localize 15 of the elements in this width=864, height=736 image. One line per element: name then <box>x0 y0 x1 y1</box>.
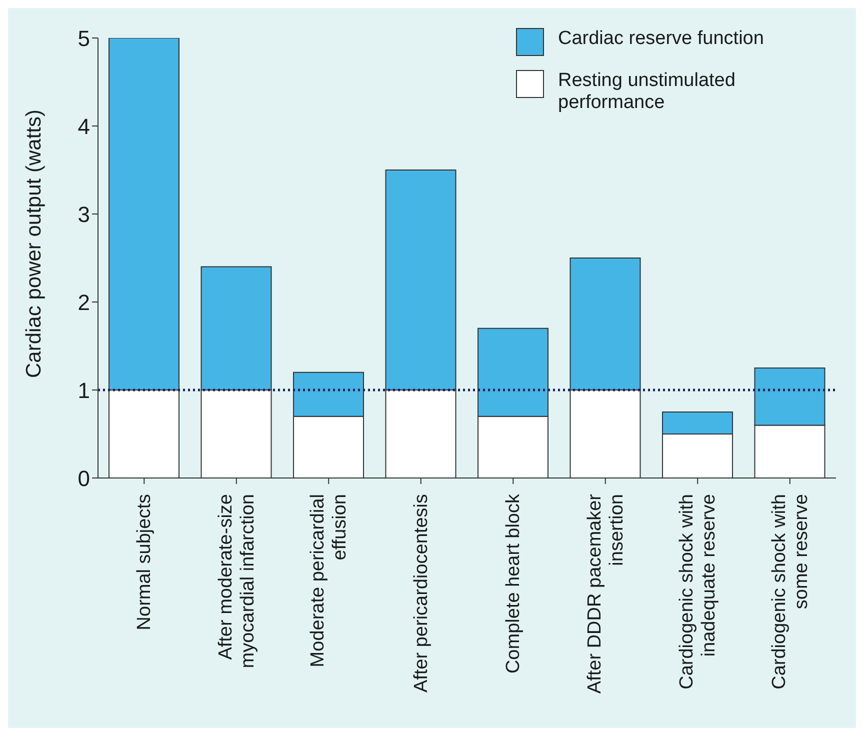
x-tick-label: Complete heart block <box>503 494 524 674</box>
y-tick-label: 0 <box>78 466 90 491</box>
y-tick-label: 1 <box>78 378 90 403</box>
x-tick-label: After pericardiocentesis <box>410 494 432 693</box>
y-tick-label: 3 <box>78 202 90 227</box>
legend-label: Resting unstimulated performance <box>558 70 736 114</box>
x-tick-label: After moderate-size myocardial infarction <box>215 494 258 668</box>
y-axis-title: Cardiac power output (watts) <box>22 110 46 378</box>
y-tick-label: 5 <box>78 26 90 51</box>
y-tick-label: 4 <box>78 114 90 139</box>
x-tick-label: Moderate pericardial effusion <box>308 494 351 668</box>
legend-label: Cardiac reserve function <box>558 28 764 50</box>
x-tick-label: Normal subjects <box>134 494 156 630</box>
x-tick-label: After DDDR pacemaker insertion <box>584 493 628 694</box>
y-tick-label: 2 <box>78 290 90 315</box>
